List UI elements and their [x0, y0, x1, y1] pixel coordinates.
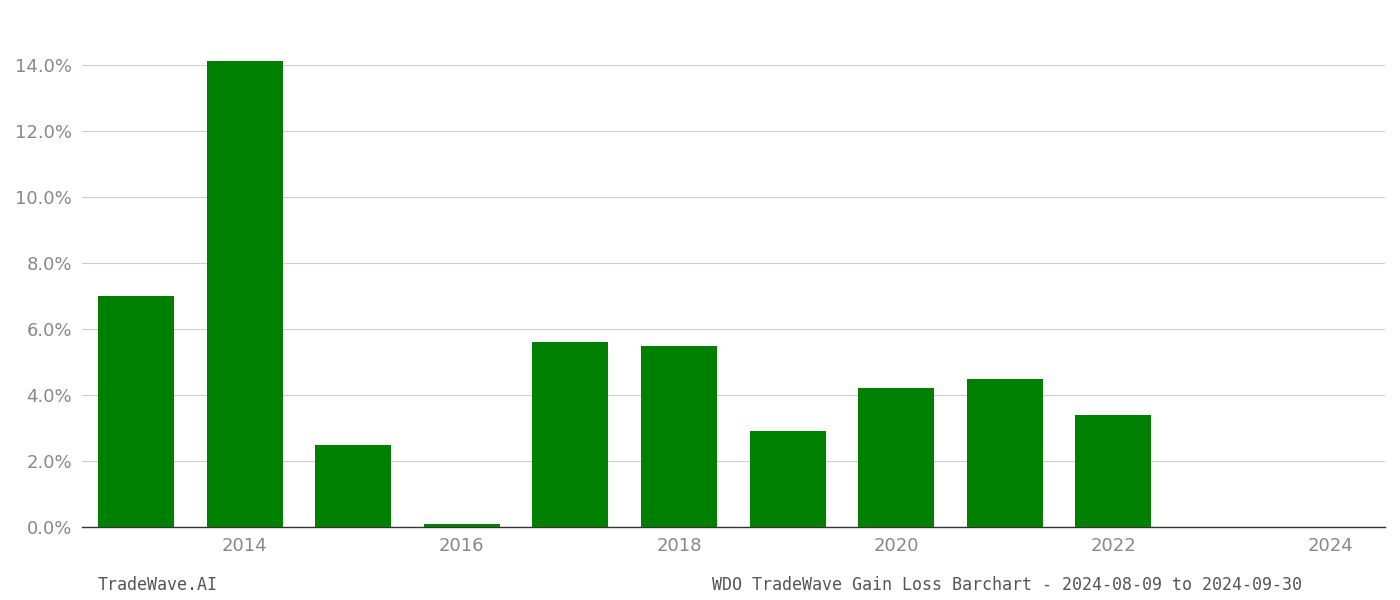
Bar — [207, 61, 283, 527]
Text: WDO TradeWave Gain Loss Barchart - 2024-08-09 to 2024-09-30: WDO TradeWave Gain Loss Barchart - 2024-… — [713, 576, 1302, 594]
Bar — [749, 431, 826, 527]
Bar — [641, 346, 717, 527]
Bar — [315, 445, 391, 527]
Bar — [98, 296, 174, 527]
Bar — [424, 524, 500, 527]
Bar — [1075, 415, 1151, 527]
Bar — [858, 388, 934, 527]
Bar — [532, 342, 609, 527]
Bar — [967, 379, 1043, 527]
Text: TradeWave.AI: TradeWave.AI — [98, 576, 218, 594]
